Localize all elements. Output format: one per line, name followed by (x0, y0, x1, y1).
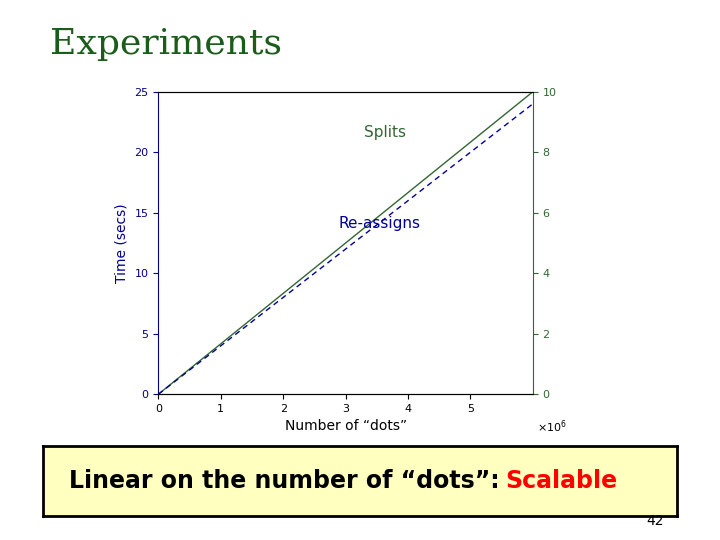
Text: $\times 10^6$: $\times 10^6$ (536, 418, 567, 435)
Y-axis label: Time (secs): Time (secs) (115, 203, 129, 283)
Text: Re-assigns: Re-assigns (338, 216, 420, 231)
Text: Splits: Splits (364, 125, 406, 140)
Text: Experiments: Experiments (50, 27, 282, 61)
X-axis label: Number of “dots”: Number of “dots” (284, 420, 407, 434)
Text: Linear on the number of “dots”:: Linear on the number of “dots”: (68, 469, 508, 492)
Text: 42: 42 (647, 514, 664, 528)
Text: Scalable: Scalable (505, 469, 618, 492)
